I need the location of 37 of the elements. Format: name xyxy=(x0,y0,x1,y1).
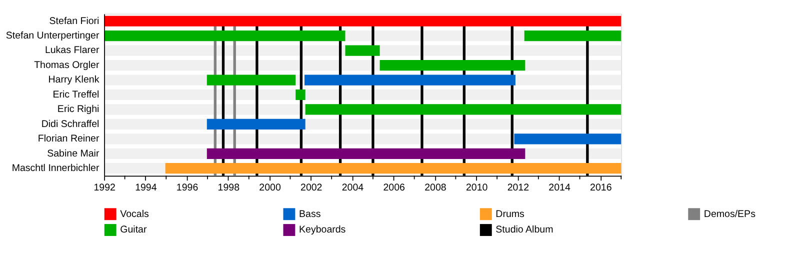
legend-label: Demos/EPs xyxy=(704,208,756,220)
y-tick-label: Stefan Unterpertinger xyxy=(6,30,100,42)
x-tick-label: 2004 xyxy=(342,182,364,194)
y-tick-label: Sabine Mair xyxy=(47,148,100,160)
x-tick-label: 2006 xyxy=(383,182,405,194)
x-tick-label: 1992 xyxy=(94,182,116,194)
bar xyxy=(345,45,380,56)
x-tick-label: 2008 xyxy=(424,182,446,194)
x-tick-label: 2010 xyxy=(466,182,488,194)
x-tick-label: 1994 xyxy=(135,182,158,194)
y-tick-label: Harry Klenk xyxy=(48,74,100,86)
x-tick-label: 1998 xyxy=(218,182,240,194)
y-tick-label: Lukas Flarer xyxy=(44,45,100,56)
y-tick-label: Eric Treffel xyxy=(52,89,100,100)
x-tick-label: 2014 xyxy=(548,182,571,194)
x-tick-label: 2012 xyxy=(507,182,530,194)
x-tick-label: 2016 xyxy=(590,182,612,194)
legend-label: Vocals xyxy=(120,208,150,220)
x-tick-label: 2000 xyxy=(259,182,282,194)
y-tick-label: Maschtl Innerbichler xyxy=(12,163,100,174)
bar xyxy=(206,118,306,130)
bar xyxy=(206,74,296,86)
legend-label: Guitar xyxy=(120,224,148,236)
y-tick-label: Didi Schraffel xyxy=(41,118,100,130)
bar xyxy=(380,60,526,71)
bar xyxy=(514,134,622,144)
x-tick-label: 2002 xyxy=(300,182,322,194)
legend-label: Bass xyxy=(299,208,321,220)
legend-label: Studio Album xyxy=(496,224,554,236)
legend-label: Drums xyxy=(496,208,525,220)
y-tick-label: Stefan Fiori xyxy=(49,16,100,27)
y-tick-label: Thomas Orgler xyxy=(34,60,100,71)
legend-label: Keyboards xyxy=(299,224,346,236)
x-tick-label: 1996 xyxy=(176,182,198,194)
y-tick-label: Florian Reiner xyxy=(38,134,100,145)
y-tick-label: Eric Righi xyxy=(57,104,100,116)
bar xyxy=(296,89,306,100)
